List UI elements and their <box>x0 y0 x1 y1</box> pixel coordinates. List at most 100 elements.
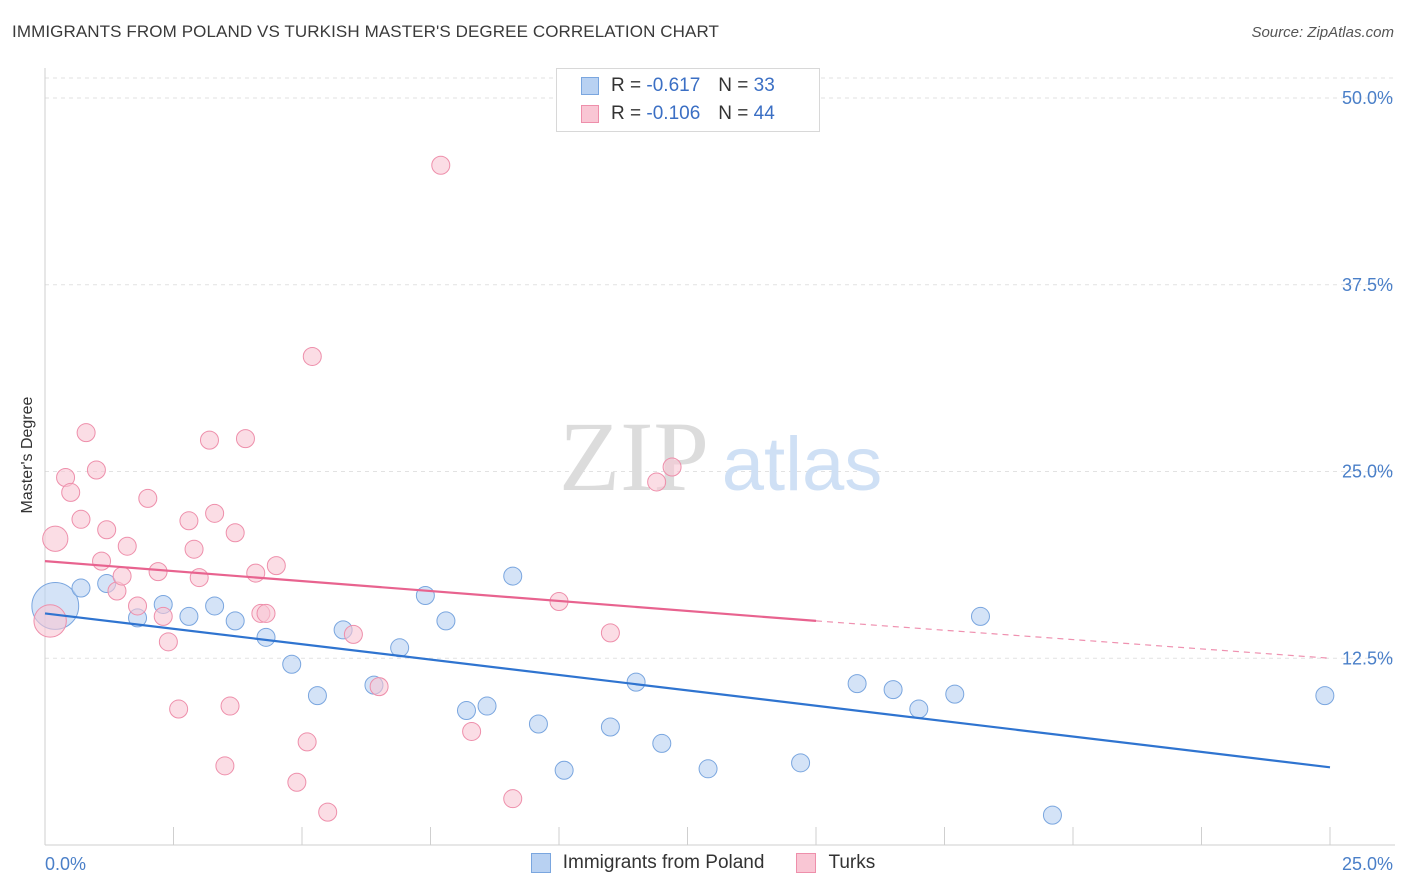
turks-swatch <box>581 105 599 123</box>
poland-point <box>179 606 199 626</box>
y-tick-label: 37.5% <box>1342 275 1393 295</box>
turks-point <box>184 539 204 559</box>
poland-point <box>225 611 245 631</box>
n-value: 33 <box>753 75 775 96</box>
poland-point <box>436 611 456 631</box>
poland-point <box>791 753 811 773</box>
source-label: Source: ZipAtlas.com <box>1251 24 1394 41</box>
turks-point <box>61 482 81 502</box>
chart-title: IMMIGRANTS FROM POLAND VS TURKISH MASTER… <box>12 22 720 41</box>
y-tick-label: 12.5% <box>1342 648 1393 668</box>
turks-point <box>158 632 178 652</box>
n-value: 44 <box>753 103 775 124</box>
legend-item-poland[interactable]: Immigrants from Poland <box>530 852 765 874</box>
turks-point <box>297 732 317 752</box>
r-value: -0.106 <box>646 103 701 124</box>
turks-point <box>266 556 286 576</box>
turks-point <box>179 511 199 531</box>
turks-point <box>215 756 235 776</box>
turks-point <box>503 789 523 809</box>
data-points <box>31 155 1335 825</box>
poland-point <box>1315 686 1335 706</box>
series-poland <box>31 566 1335 825</box>
poland-swatch <box>581 77 599 95</box>
turks-point <box>205 503 225 523</box>
n-label: N = <box>718 103 749 124</box>
turks-point <box>71 509 91 529</box>
poland-point <box>456 701 476 721</box>
axes <box>44 68 1395 846</box>
poland-trend-line <box>44 612 1331 769</box>
turks-point <box>220 696 240 716</box>
turks-point <box>76 423 96 443</box>
legend-swatch-poland <box>530 853 551 873</box>
stats-legend: R = -0.617 N = 33 R = -0.106 N = 44 <box>556 68 820 132</box>
x-tick-label-min: 0.0% <box>45 854 86 874</box>
turks-point <box>148 562 168 582</box>
turks-point <box>235 429 255 449</box>
poland-point <box>282 654 302 674</box>
poland-point <box>970 606 990 626</box>
watermark-zip: ZIP <box>559 401 709 512</box>
turks-point <box>256 603 276 623</box>
turks-point <box>33 604 67 638</box>
turks-point <box>128 596 148 616</box>
turks-point <box>647 472 667 492</box>
tick-labels: 12.5% 25.0% 37.5% 50.0% 0.0% 25.0% <box>45 88 1393 874</box>
turks-point <box>462 721 482 741</box>
turks-point <box>138 488 158 508</box>
poland-point <box>307 686 327 706</box>
legend-label-poland: Immigrants from Poland <box>562 852 765 873</box>
r-label: R = <box>611 103 642 124</box>
watermark-atlas: atlas <box>722 422 883 507</box>
poland-point <box>528 714 548 734</box>
turks-point <box>97 520 117 540</box>
turks-point <box>92 551 112 571</box>
turks-point <box>42 525 69 552</box>
y-tick-label: 25.0% <box>1342 462 1393 482</box>
poland-point <box>256 627 276 647</box>
poland-point <box>909 699 929 719</box>
stats-row-poland: R = -0.617 N = 33 <box>581 74 775 98</box>
y-tick-label: 50.0% <box>1342 88 1393 108</box>
r-label: R = <box>611 75 642 96</box>
n-label: N = <box>718 75 749 96</box>
turks-point <box>169 699 189 719</box>
poland-point <box>600 717 620 737</box>
poland-point <box>652 733 672 753</box>
turks-point <box>369 677 389 697</box>
turks-trend-line-extension <box>815 620 1331 659</box>
turks-point <box>287 772 307 792</box>
trend-lines <box>44 560 1331 769</box>
poland-point <box>503 566 523 586</box>
turks-point <box>153 606 173 626</box>
stats-row-turks: R = -0.106 N = 44 <box>581 102 775 126</box>
legend-swatch-turks <box>796 853 817 873</box>
poland-point <box>883 680 903 700</box>
turks-point <box>225 523 245 543</box>
legend-label-turks: Turks <box>828 852 876 873</box>
poland-point <box>554 760 574 780</box>
turks-point <box>189 568 209 588</box>
turks-point <box>431 155 451 175</box>
poland-point <box>698 759 718 779</box>
turks-point <box>199 430 219 450</box>
poland-point <box>1042 805 1062 825</box>
poland-point <box>945 684 965 704</box>
r-value: -0.617 <box>646 75 701 96</box>
turks-point <box>112 566 132 586</box>
turks-point <box>662 457 682 477</box>
series-legend: Immigrants from Poland Turks <box>0 852 1406 874</box>
turks-point <box>302 346 322 366</box>
poland-point <box>205 596 225 616</box>
x-tick-label-max: 25.0% <box>1342 854 1393 874</box>
poland-point <box>477 696 497 716</box>
turks-point <box>600 623 620 643</box>
turks-point <box>117 536 137 556</box>
turks-point <box>343 624 363 644</box>
legend-item-turks[interactable]: Turks <box>796 852 875 874</box>
turks-point <box>318 802 338 822</box>
turks-point <box>246 563 266 583</box>
poland-point <box>847 674 867 694</box>
